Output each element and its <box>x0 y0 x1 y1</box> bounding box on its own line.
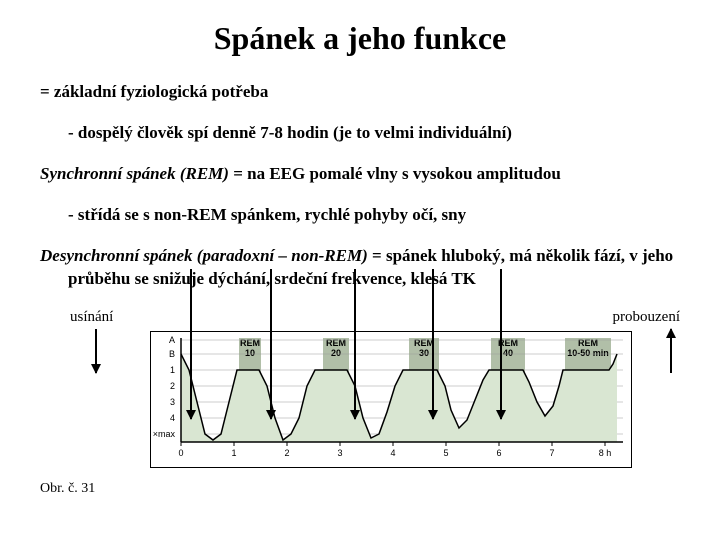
hypnogram-chart: REM10REM20REM30REM40REM10-50 minAB1234×m… <box>150 331 632 468</box>
svg-text:20: 20 <box>331 348 341 358</box>
down-arrow <box>354 269 356 419</box>
label-usinani: usínání <box>70 309 113 326</box>
svg-text:REM: REM <box>326 338 346 348</box>
svg-text:2: 2 <box>284 448 289 458</box>
svg-text:1: 1 <box>170 365 175 375</box>
svg-text:REM: REM <box>414 338 434 348</box>
svg-text:10-50 min: 10-50 min <box>567 348 609 358</box>
svg-text:A: A <box>169 335 175 345</box>
svg-text:4: 4 <box>170 413 175 423</box>
svg-text:3: 3 <box>337 448 342 458</box>
svg-text:8 h: 8 h <box>599 448 612 458</box>
para-1-line-1: = základní fyziologická potřeba <box>40 81 680 104</box>
para-3-head: Desynchronní spánek (paradoxní – non-REM… <box>40 246 368 265</box>
para-2-line-2: - střídá se s non-REM spánkem, rychlé po… <box>40 204 680 227</box>
svg-text:B: B <box>169 349 175 359</box>
down-arrow <box>432 269 434 419</box>
svg-text:REM: REM <box>240 338 260 348</box>
svg-text:5: 5 <box>443 448 448 458</box>
svg-text:1: 1 <box>231 448 236 458</box>
svg-text:0: 0 <box>178 448 183 458</box>
svg-text:40: 40 <box>503 348 513 358</box>
page-title: Spánek a jeho funkce <box>40 20 680 57</box>
down-arrow <box>190 269 192 419</box>
hypnogram-svg: REM10REM20REM30REM40REM10-50 minAB1234×m… <box>151 332 631 467</box>
chart-region: usínání probouzení REM10REM20REM30REM40R… <box>40 309 680 489</box>
svg-text:×max: ×max <box>153 429 176 439</box>
up-arrow-probouzeni <box>670 329 672 373</box>
svg-text:2: 2 <box>170 381 175 391</box>
figure-number: Obr. č. 31 <box>40 481 95 497</box>
svg-text:7: 7 <box>549 448 554 458</box>
para-1-line-2: - dospělý člověk spí denně 7-8 hodin (je… <box>40 122 680 145</box>
down-arrow <box>270 269 272 419</box>
svg-text:10: 10 <box>245 348 255 358</box>
svg-text:30: 30 <box>419 348 429 358</box>
svg-text:4: 4 <box>390 448 395 458</box>
down-arrow-usinani <box>95 329 97 373</box>
svg-text:6: 6 <box>496 448 501 458</box>
para-3: Desynchronní spánek (paradoxní – non-REM… <box>40 245 680 291</box>
label-probouzeni: probouzení <box>613 309 680 326</box>
para-2-head: Synchronní spánek (REM) <box>40 164 229 183</box>
down-arrow <box>500 269 502 419</box>
para-2-rest: = na EEG pomalé vlny s vysokou amplitudo… <box>229 164 561 183</box>
para-2: Synchronní spánek (REM) = na EEG pomalé … <box>40 163 680 186</box>
svg-text:REM: REM <box>578 338 598 348</box>
svg-text:3: 3 <box>170 397 175 407</box>
